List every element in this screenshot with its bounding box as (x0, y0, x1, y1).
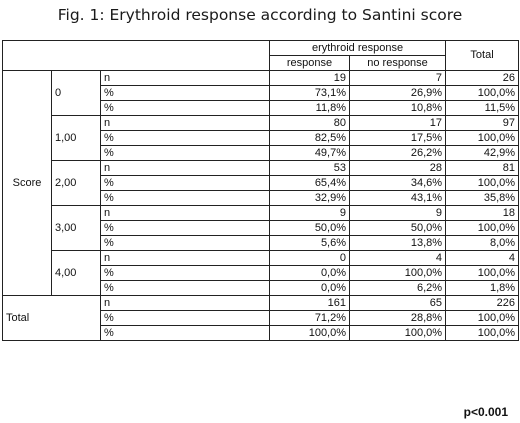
stat-label-cell: % (99, 175, 271, 191)
no-response-value-cell: 28,8% (349, 310, 447, 326)
no-response-value-cell: 4 (349, 250, 447, 266)
table-row: % 5,6% 13,8% 8,0% (3, 235, 520, 251)
stat-label-cell: n (99, 115, 271, 131)
stat-label-cell: % (99, 85, 271, 101)
erythroid-response-header: erythroid response (269, 40, 447, 56)
no-response-value-cell: 17,5% (349, 130, 447, 146)
no-response-value-cell: 6,2% (349, 280, 447, 296)
stat-label-cell: % (99, 235, 271, 251)
table-row: % 50,0% 50,0% 100,0% (3, 220, 520, 236)
total-value-cell: 8,0% (445, 235, 520, 251)
response-value-cell: 82,5% (269, 130, 351, 146)
response-value-cell: 0,0% (269, 280, 351, 296)
table-row: Score 0 n 19 7 26 (2, 70, 520, 296)
stat-label-cell: % (99, 130, 271, 146)
response-value-cell: 100,0% (269, 325, 351, 341)
stat-label-cell: % (99, 280, 271, 296)
p-value: p<0.001 (463, 405, 508, 419)
response-value-cell: 5,6% (269, 235, 351, 251)
total-value-cell: 100,0% (445, 265, 520, 281)
stat-label-cell: % (99, 265, 271, 281)
no-response-column-header: no response (349, 55, 447, 71)
no-response-value-cell: 9 (349, 205, 447, 221)
table-row: 2,00 n 53 28 81 (3, 160, 520, 206)
table-row: 3,00 n 9 9 18 (3, 205, 520, 251)
table-row: % 49,7% 26,2% 42,9% (3, 145, 520, 161)
total-value-cell: 100,0% (445, 85, 520, 101)
score-value-cell: 2,00 (51, 160, 101, 206)
no-response-value-cell: 28 (349, 160, 447, 176)
stat-label-cell: % (99, 310, 271, 326)
stat-label-cell: n (99, 250, 271, 266)
response-value-cell: 9 (269, 205, 351, 221)
stat-label-cell: n (99, 205, 271, 221)
table-row: % 0,0% 6,2% 1,8% (3, 280, 520, 296)
stat-label-cell: % (99, 190, 271, 206)
response-value-cell: 71,2% (269, 310, 351, 326)
total-value-cell: 18 (445, 205, 520, 221)
no-response-value-cell: 65 (349, 295, 447, 311)
no-response-value-cell: 100,0% (349, 265, 447, 281)
no-response-value-cell: 26,9% (349, 85, 447, 101)
response-value-cell: 161 (269, 295, 351, 311)
score-value-cell: 3,00 (51, 205, 101, 251)
stat-label-cell: % (99, 100, 271, 116)
no-response-value-cell: 17 (349, 115, 447, 131)
stat-label-cell: n (99, 160, 271, 176)
table-row: % 100,0% 100,0% 100,0% (3, 325, 520, 341)
total-value-cell: 26 (445, 70, 520, 86)
response-value-cell: 50,0% (269, 220, 351, 236)
response-value-cell: 0 (269, 250, 351, 266)
score-value-cell: 1,00 (51, 115, 101, 161)
score-value-cell: 4,00 (51, 250, 101, 296)
response-value-cell: 65,4% (269, 175, 351, 191)
score-value-cell: 0 (51, 70, 101, 116)
no-response-value-cell: 34,6% (349, 175, 447, 191)
response-value-cell: 80 (269, 115, 351, 131)
table-row: 4,00 n 0 4 4 (3, 250, 520, 296)
total-row-label: Total (2, 295, 101, 341)
stat-label-cell: % (99, 145, 271, 161)
total-value-cell: 1,8% (445, 280, 520, 296)
no-response-value-cell: 43,1% (349, 190, 447, 206)
total-value-cell: 100,0% (445, 175, 520, 191)
total-value-cell: 226 (445, 295, 520, 311)
total-value-cell: 11,5% (445, 100, 520, 116)
response-value-cell: 19 (269, 70, 351, 86)
table-row: Total n 161 65 226 (2, 295, 520, 341)
no-response-value-cell: 50,0% (349, 220, 447, 236)
contingency-table: erythroid response Total response no res… (1, 40, 520, 341)
header-blank-cell (1, 40, 271, 71)
response-column-header: response (269, 55, 351, 71)
stat-label-cell: % (99, 325, 271, 341)
no-response-value-cell: 13,8% (349, 235, 447, 251)
no-response-value-cell: 7 (349, 70, 447, 86)
response-value-cell: 11,8% (269, 100, 351, 116)
table-row: 1,00 n 80 17 97 (3, 115, 520, 161)
response-value-cell: 49,7% (269, 145, 351, 161)
total-column-header: Total (445, 40, 520, 71)
figure-title: Fig. 1: Erythroid response according to … (57, 6, 463, 24)
total-value-cell: 4 (445, 250, 520, 266)
response-value-cell: 73,1% (269, 85, 351, 101)
stat-label-cell: % (99, 220, 271, 236)
total-value-cell: 35,8% (445, 190, 520, 206)
stat-label-cell: n (99, 70, 271, 86)
response-value-cell: 0,0% (269, 265, 351, 281)
response-value-cell: 53 (269, 160, 351, 176)
response-value-cell: 32,9% (269, 190, 351, 206)
total-value-cell: 100,0% (445, 130, 520, 146)
total-value-cell: 100,0% (445, 220, 520, 236)
total-value-cell: 100,0% (445, 310, 520, 326)
total-value-cell: 81 (445, 160, 520, 176)
table-row: % 0,0% 100,0% 100,0% (3, 265, 520, 281)
no-response-value-cell: 26,2% (349, 145, 447, 161)
no-response-value-cell: 10,8% (349, 100, 447, 116)
total-value-cell: 42,9% (445, 145, 520, 161)
score-row-label: Score (2, 70, 52, 296)
stat-label-cell: n (99, 295, 271, 311)
no-response-value-cell: 100,0% (349, 325, 447, 341)
total-value-cell: 97 (445, 115, 520, 131)
total-value-cell: 100,0% (445, 325, 520, 341)
